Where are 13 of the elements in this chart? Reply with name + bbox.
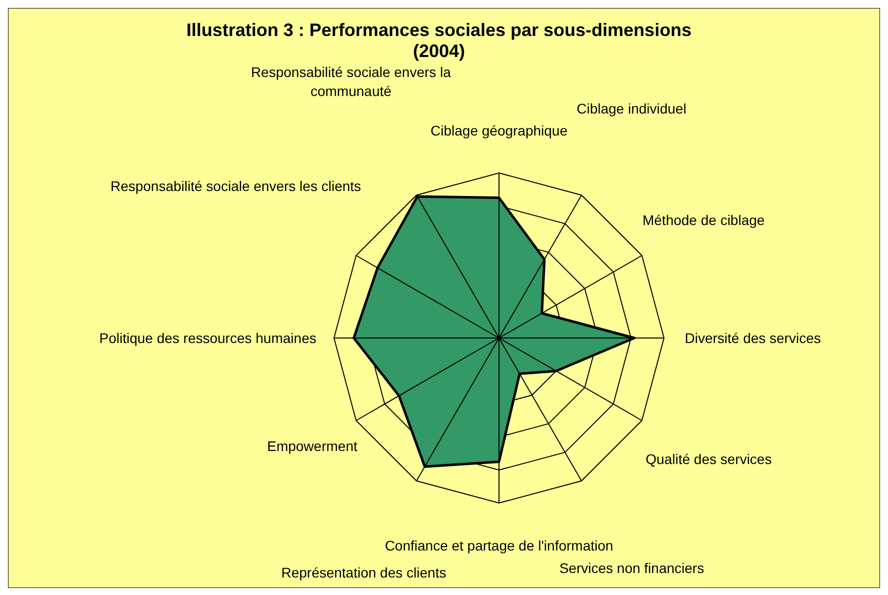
spoke-label: Ciblage géographique bbox=[430, 122, 568, 138]
spoke-label: Responsabilité sociale envers la communauté bbox=[250, 64, 452, 100]
spoke-label: Politique des ressources humaines bbox=[99, 330, 316, 346]
spoke-label: Responsabilité sociale envers les clients bbox=[110, 178, 362, 194]
spoke-label: Méthode de ciblage bbox=[642, 212, 765, 228]
spoke-label: Confiance et partage de l'information bbox=[384, 538, 614, 554]
chart-title: Illustration 3 : Performances sociales par sous-dimensions (2004) bbox=[186, 20, 692, 61]
spoke-label: Empowerment bbox=[267, 438, 358, 454]
spoke-label: Ciblage individuel bbox=[576, 100, 686, 117]
spoke-label: Qualité des services bbox=[646, 451, 772, 468]
spoke-label: Diversité des services bbox=[684, 330, 821, 346]
spoke-label: Représentation des clients bbox=[281, 564, 446, 580]
spoke-label: Services non financiers bbox=[559, 560, 704, 576]
